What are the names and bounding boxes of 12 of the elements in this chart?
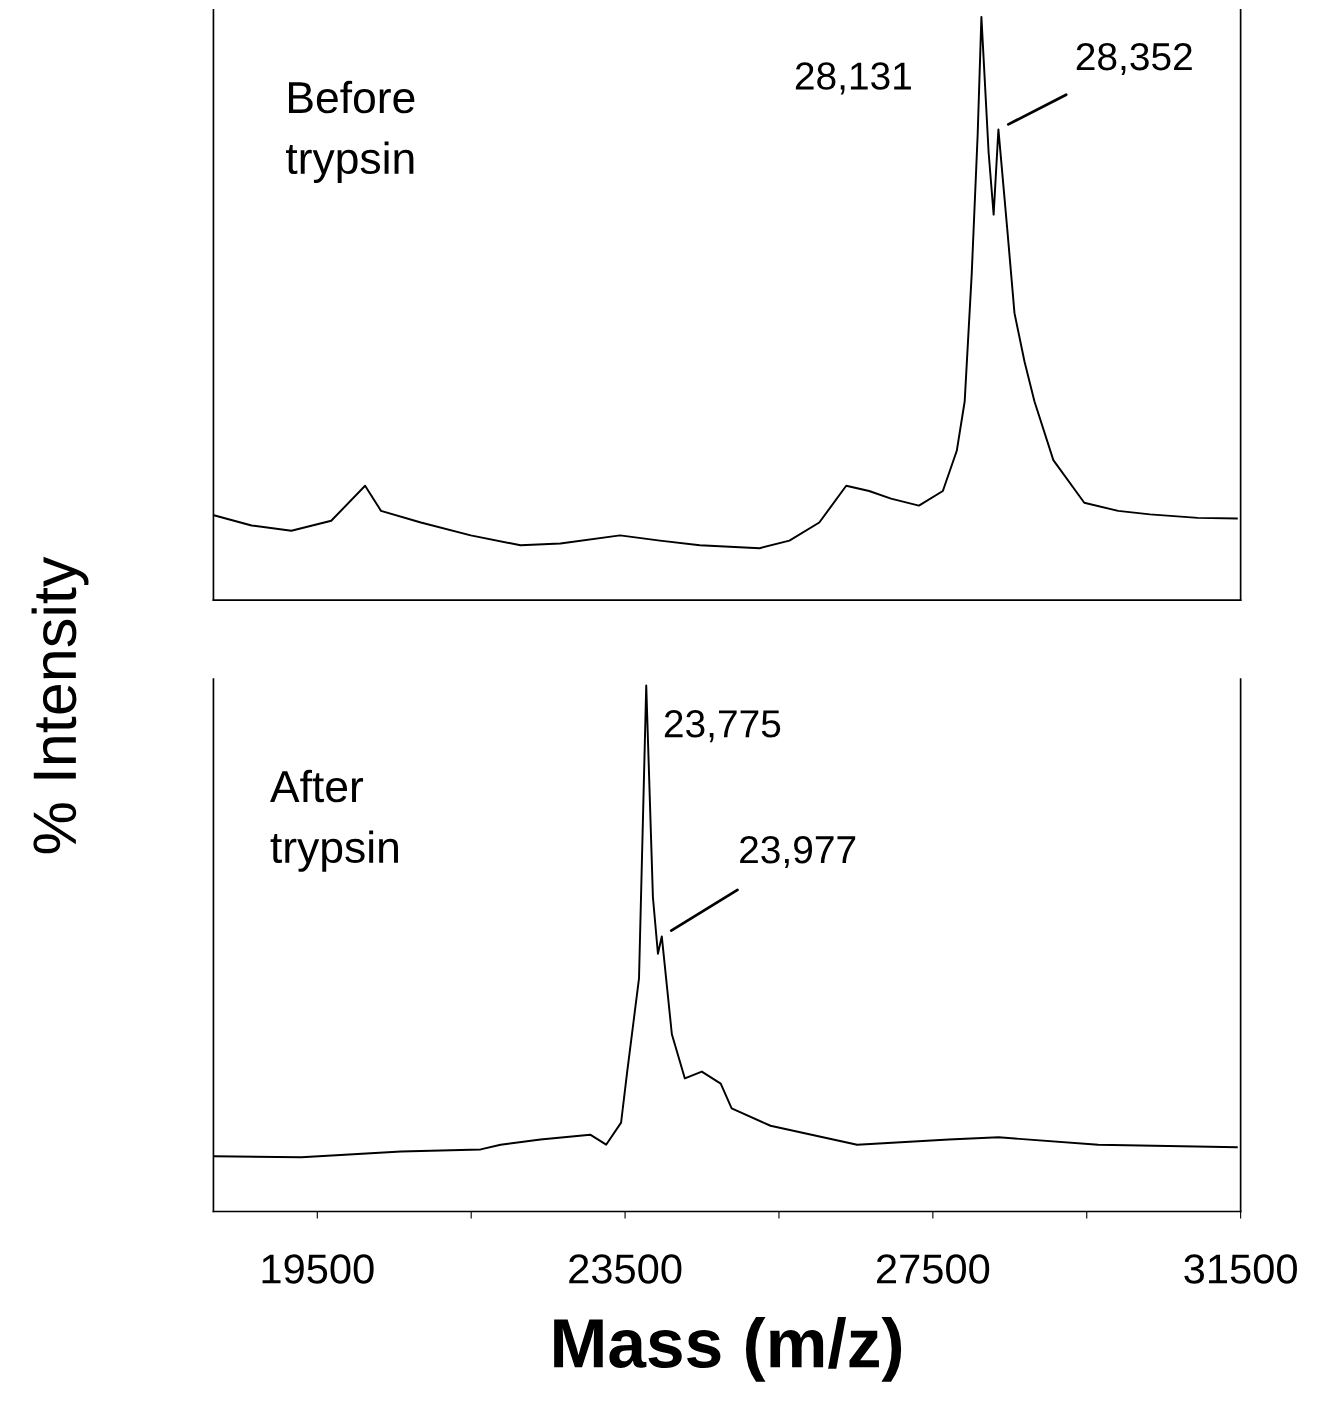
x-tick-label: 23500 [569,1254,682,1284]
annotation: 28,352 [1076,42,1192,76]
annotation: 23,775 [664,710,781,743]
annotation: 23,977 [740,835,856,869]
x-tick-label: 19500 [262,1254,374,1284]
x-axis-title: Mass (m/z) [554,1317,902,1382]
annotation: After trypsin [270,769,398,872]
x-tick-label: 27500 [877,1254,990,1284]
annotation: Before trypsin [286,80,415,183]
x-tick-label: 31500 [1184,1254,1297,1284]
annotation: 28,131 [795,62,911,95]
y-axis-title: % Intensity [31,556,89,854]
